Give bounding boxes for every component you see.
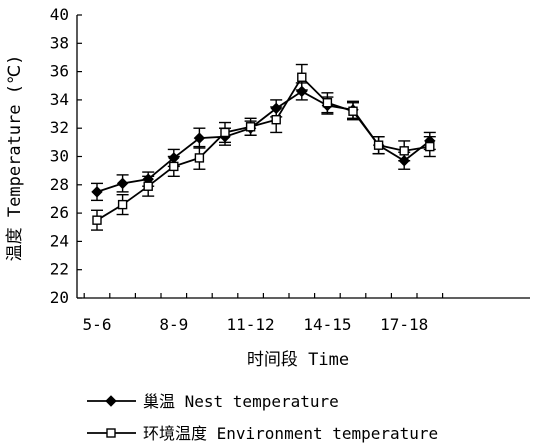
series-1-point <box>245 122 256 132</box>
series-1-point <box>194 153 205 163</box>
x-tick-label: 5-6 <box>83 315 112 334</box>
x-tick-label: 14-15 <box>303 315 351 334</box>
legend-label: 环境温度 Environment temperature <box>143 424 438 443</box>
series-1-point <box>271 115 281 125</box>
x-tick-label: 8-9 <box>159 315 188 334</box>
series-1-point <box>322 98 333 108</box>
series-1-point <box>399 146 409 156</box>
series-1-point <box>169 161 179 172</box>
series-1-point <box>297 72 307 82</box>
series-0-point <box>193 132 206 144</box>
y-tick-label: 26 <box>50 203 69 222</box>
y-tick-label: 30 <box>50 147 69 166</box>
legend: 巢温 Nest temperature 环境温度 Environment temp… <box>87 392 438 443</box>
chart-axes <box>76 15 530 299</box>
y-axis-label: 温度 Temperature (℃) <box>5 55 25 262</box>
legend-marker <box>106 428 116 438</box>
x-tick-label: 17-18 <box>380 315 428 334</box>
y-tick-label: 36 <box>50 62 69 81</box>
y-tick-label: 24 <box>50 231 69 250</box>
legend-marker <box>105 395 117 407</box>
series-0-point <box>116 177 129 190</box>
series-1-point <box>348 106 358 116</box>
y-tick-label: 38 <box>50 33 69 52</box>
series-layer <box>91 63 436 231</box>
y-tick-label: 20 <box>50 288 69 307</box>
x-tick-label: 11-12 <box>227 315 275 334</box>
y-tick-label: 28 <box>50 175 69 194</box>
series-1-point <box>220 127 230 138</box>
legend-item-1: 环境温度 Environment temperature <box>87 424 438 443</box>
series-0-point <box>91 186 103 198</box>
y-tick-label: 34 <box>50 90 69 109</box>
y-tick-label: 40 <box>50 5 69 24</box>
series-0 <box>91 82 436 202</box>
x-axis-label: 时间段 Time <box>247 350 349 370</box>
legend-label: 巢温 Nest temperature <box>143 392 339 411</box>
y-tick-label: 22 <box>50 260 69 279</box>
x-axis-ticks: 5-6 8-9 11-12 14-15 17-18 <box>83 293 444 334</box>
y-tick-label: 32 <box>50 118 69 137</box>
series-1-point <box>92 215 102 225</box>
series-1 <box>91 63 436 231</box>
series-1-point <box>373 140 384 150</box>
legend-item-0: 巢温 Nest temperature <box>87 392 339 411</box>
series-1-point <box>117 199 128 210</box>
y-axis-ticks: 20 22 24 26 28 30 32 34 36 38 40 <box>50 5 82 307</box>
series-1-point <box>425 141 435 152</box>
series-1-point <box>143 181 153 191</box>
